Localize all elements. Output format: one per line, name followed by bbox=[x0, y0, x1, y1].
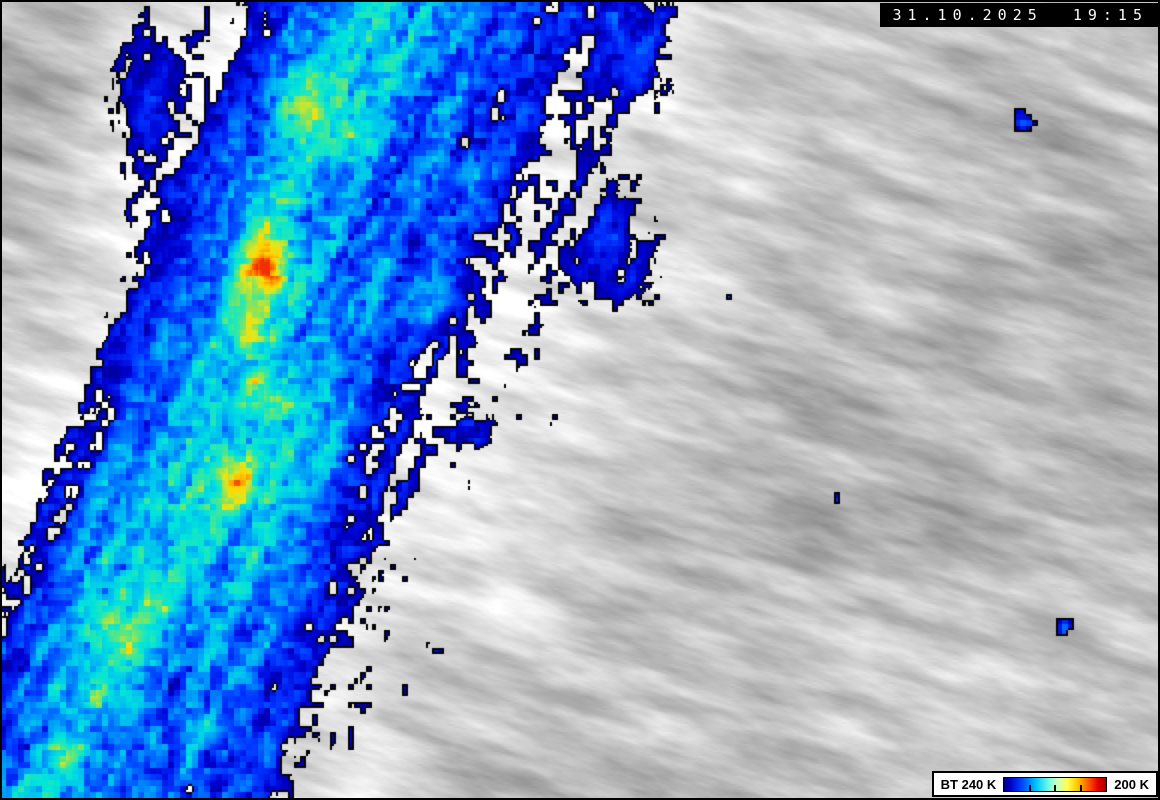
colorbar-tick bbox=[1079, 784, 1082, 791]
timestamp-text: 31.10.2025 19:15 bbox=[892, 6, 1148, 24]
timestamp-overlay: 31.10.2025 19:15 bbox=[880, 3, 1158, 27]
colorbar-label-cold: 200 K bbox=[1114, 776, 1149, 792]
colorbar-tick bbox=[1028, 784, 1031, 791]
colorbar-gradient bbox=[1003, 776, 1108, 792]
colorbar-tick bbox=[1054, 784, 1057, 791]
colorbar-legend: BT 240 K 200 K bbox=[931, 771, 1158, 797]
colorbar-label-warm: BT 240 K bbox=[940, 776, 997, 792]
